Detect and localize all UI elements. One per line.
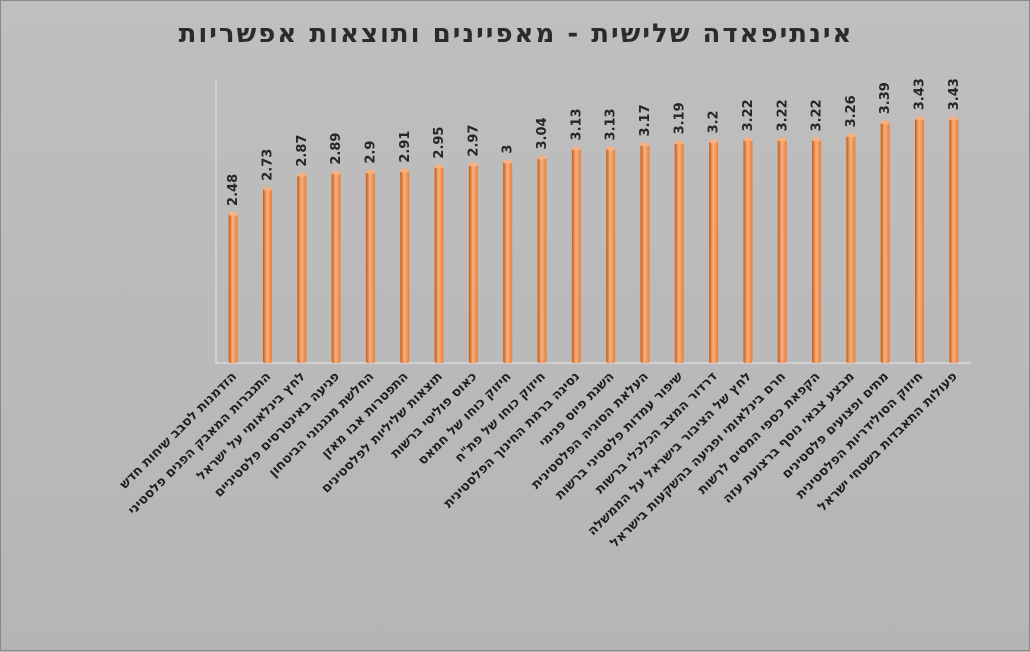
- bar-cap: [434, 164, 444, 169]
- bar: [400, 170, 410, 363]
- value-label: 3.13: [569, 108, 584, 140]
- value-label: 3.19: [672, 102, 687, 134]
- value-label: 3.22: [810, 99, 825, 131]
- value-label: 3: [501, 145, 516, 154]
- bar: [468, 164, 478, 363]
- bar-cap: [571, 146, 581, 151]
- value-label: 3.39: [878, 82, 893, 114]
- bar: [777, 139, 787, 363]
- bar: [434, 166, 444, 363]
- value-label: 3.26: [844, 95, 859, 127]
- bar: [365, 171, 375, 363]
- value-label: 3.43: [913, 78, 928, 110]
- bar: [812, 139, 822, 363]
- value-label: 2.97: [466, 125, 481, 157]
- bar-cap: [949, 116, 959, 121]
- bar-cap: [365, 169, 375, 174]
- bar-cap: [468, 162, 478, 167]
- bar: [846, 135, 856, 363]
- bar: [709, 141, 719, 363]
- bar-cap: [331, 170, 341, 175]
- value-label: 2.9: [363, 141, 378, 164]
- bar: [606, 148, 616, 363]
- bar: [743, 139, 753, 363]
- bar: [915, 118, 925, 363]
- bar-cap: [537, 155, 547, 160]
- bar: [503, 161, 513, 363]
- value-label: 3.43: [947, 78, 962, 110]
- bar-cap: [777, 137, 787, 142]
- bar: [880, 122, 890, 364]
- value-label: 2.87: [295, 135, 310, 167]
- value-label: 3.22: [775, 99, 790, 131]
- bar-cap: [640, 142, 650, 147]
- bar-cap: [743, 137, 753, 142]
- value-label: 2.91: [398, 131, 413, 163]
- bar-cap: [400, 168, 410, 173]
- bar-cap: [812, 137, 822, 142]
- value-label: 2.95: [432, 127, 447, 159]
- value-label: 3.17: [638, 104, 653, 136]
- bar-cap: [915, 116, 925, 121]
- value-label: 3.04: [535, 117, 550, 149]
- value-label: 3.13: [604, 108, 619, 140]
- category-label: התגברות המאבק הפנים פלסטיני: [125, 369, 274, 518]
- bar: [949, 118, 959, 363]
- value-label: 2.73: [260, 149, 275, 181]
- chart-title: אינתיפאדה שלישית - מאפיינים ותוצאות אפשר…: [178, 19, 854, 49]
- bar-cap: [846, 133, 856, 138]
- value-label: 2.89: [329, 133, 344, 165]
- bar: [262, 188, 272, 363]
- bar-cap: [503, 159, 513, 164]
- bar: [640, 144, 650, 363]
- bar-cap: [262, 186, 272, 191]
- value-label: 3.22: [741, 99, 756, 131]
- bar-cap: [880, 120, 890, 125]
- bar-cap: [606, 146, 616, 151]
- bar-cap: [674, 140, 684, 145]
- bar-cap: [709, 139, 719, 144]
- bar: [571, 148, 581, 363]
- bar: [331, 172, 341, 363]
- bar: [537, 157, 547, 363]
- bar-cap: [228, 211, 238, 217]
- bar: [674, 142, 684, 363]
- value-label: 2.48: [226, 174, 241, 206]
- bar: [297, 174, 307, 363]
- value-label: 3.2: [707, 110, 722, 133]
- bar: [228, 213, 238, 363]
- bar-cap: [297, 172, 307, 177]
